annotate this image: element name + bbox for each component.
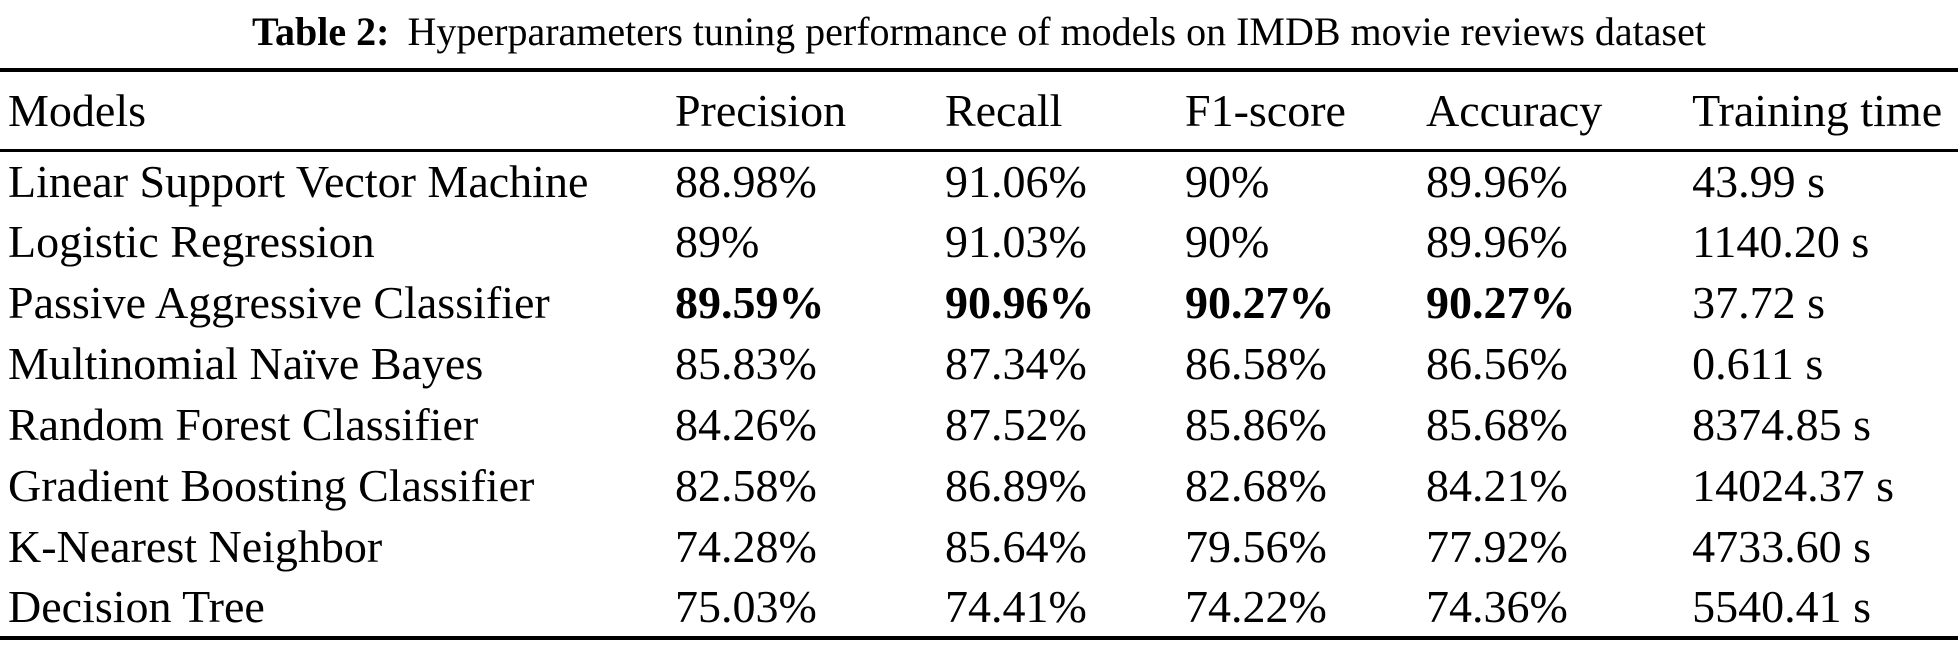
- table-row: Gradient Boosting Classifier 82.58% 86.8…: [0, 455, 1958, 516]
- accuracy-cell: 90.27%: [1426, 277, 1576, 328]
- accuracy-cell: 84.21%: [1426, 460, 1568, 511]
- recall-cell: 74.41%: [944, 581, 1087, 632]
- precision-cell: 89%: [674, 216, 760, 267]
- table-row: Linear Support Vector Machine 88.98% 91.…: [0, 150, 1958, 211]
- training-time-cell: 14024.37 s: [1692, 460, 1894, 511]
- header-f1-score: F1-score: [1184, 84, 1346, 136]
- model-name-cell: K-Nearest Neighbor: [8, 521, 383, 572]
- training-time-cell: 0.611 s: [1692, 338, 1824, 389]
- precision-cell: 85.83%: [674, 338, 817, 389]
- table-row: Random Forest Classifier 84.26% 87.52% 8…: [0, 394, 1958, 455]
- accuracy-cell: 77.92%: [1426, 521, 1568, 572]
- table-row-best-model: Passive Aggressive Classifier 89.59% 90.…: [0, 272, 1958, 333]
- accuracy-cell: 85.68%: [1426, 399, 1568, 450]
- precision-cell: 75.03%: [674, 581, 817, 632]
- precision-cell: 74.28%: [674, 521, 817, 572]
- table-body: Linear Support Vector Machine 88.98% 91.…: [0, 150, 1958, 638]
- accuracy-cell: 86.56%: [1426, 338, 1568, 389]
- f1-score-cell: 82.68%: [1184, 460, 1327, 511]
- header-precision: Precision: [674, 84, 847, 136]
- f1-score-cell: 90%: [1184, 216, 1270, 267]
- precision-cell: 82.58%: [674, 460, 817, 511]
- f1-score-cell: 74.22%: [1184, 581, 1327, 632]
- accuracy-cell: 89.96%: [1426, 155, 1568, 207]
- precision-cell: 84.26%: [674, 399, 817, 450]
- f1-score-cell: 86.58%: [1184, 338, 1327, 389]
- table-row: Decision Tree 75.03% 74.41% 74.22% 74.36…: [0, 577, 1958, 638]
- model-name-cell: Random Forest Classifier: [8, 399, 479, 450]
- recall-cell: 86.89%: [944, 460, 1087, 511]
- f1-score-cell: 85.86%: [1184, 399, 1327, 450]
- precision-cell: 88.98%: [674, 155, 817, 207]
- table-caption-label: Table 2:: [252, 9, 390, 54]
- header-models: Models: [8, 84, 146, 136]
- header-recall: Recall: [944, 84, 1063, 136]
- precision-cell: 89.59%: [674, 277, 825, 328]
- recall-cell: 85.64%: [944, 521, 1087, 572]
- table-caption: Table 2: Hyperparameters tuning performan…: [0, 0, 1958, 68]
- model-name-cell: Logistic Regression: [8, 216, 375, 267]
- header-accuracy: Accuracy: [1426, 84, 1603, 136]
- training-time-cell: 4733.60 s: [1692, 521, 1871, 572]
- f1-score-cell: 79.56%: [1184, 521, 1327, 572]
- recall-cell: 91.06%: [944, 155, 1087, 207]
- recall-cell: 87.52%: [944, 399, 1087, 450]
- table-row: Multinomial Naïve Bayes 85.83% 87.34% 86…: [0, 333, 1958, 394]
- recall-cell: 91.03%: [944, 216, 1087, 267]
- training-time-cell: 1140.20 s: [1692, 216, 1870, 267]
- model-name-cell: Linear Support Vector Machine: [8, 155, 589, 207]
- accuracy-cell: 89.96%: [1426, 216, 1568, 267]
- table-row: Logistic Regression 89% 91.03% 90% 89.96…: [0, 211, 1958, 272]
- training-time-cell: 43.99 s: [1692, 155, 1825, 207]
- results-table: Models Precision Recall F1-score Accurac…: [0, 68, 1958, 640]
- table-caption-text: Hyperparameters tuning performance of mo…: [407, 9, 1706, 54]
- model-name-cell: Passive Aggressive Classifier: [8, 277, 550, 328]
- model-name-cell: Decision Tree: [8, 581, 265, 632]
- recall-cell: 87.34%: [944, 338, 1087, 389]
- training-time-cell: 37.72 s: [1692, 277, 1825, 328]
- f1-score-cell: 90%: [1184, 155, 1270, 207]
- header-training-time: Training time: [1692, 84, 1943, 136]
- model-name-cell: Multinomial Naïve Bayes: [8, 338, 484, 389]
- table-row: K-Nearest Neighbor 74.28% 85.64% 79.56% …: [0, 516, 1958, 577]
- recall-cell: 90.96%: [944, 277, 1095, 328]
- training-time-cell: 8374.85 s: [1692, 399, 1871, 450]
- f1-score-cell: 90.27%: [1184, 277, 1335, 328]
- accuracy-cell: 74.36%: [1426, 581, 1568, 632]
- training-time-cell: 5540.41 s: [1692, 581, 1871, 632]
- model-name-cell: Gradient Boosting Classifier: [8, 460, 535, 511]
- header-row: Models Precision Recall F1-score Accurac…: [0, 70, 1958, 150]
- table-header: Models Precision Recall F1-score Accurac…: [0, 70, 1958, 150]
